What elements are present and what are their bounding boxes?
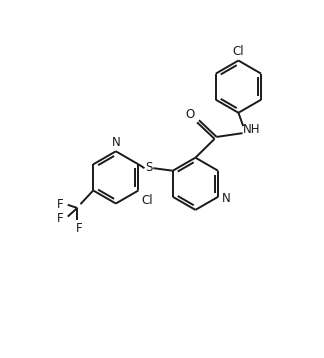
Text: N: N: [111, 136, 120, 149]
Text: NH: NH: [243, 123, 261, 136]
Text: Cl: Cl: [141, 194, 153, 207]
Text: F: F: [57, 198, 64, 211]
Text: N: N: [222, 192, 231, 205]
Text: F: F: [75, 222, 82, 235]
Text: Cl: Cl: [233, 45, 244, 58]
Text: F: F: [57, 212, 64, 225]
Text: O: O: [185, 108, 194, 121]
Text: S: S: [145, 161, 153, 174]
